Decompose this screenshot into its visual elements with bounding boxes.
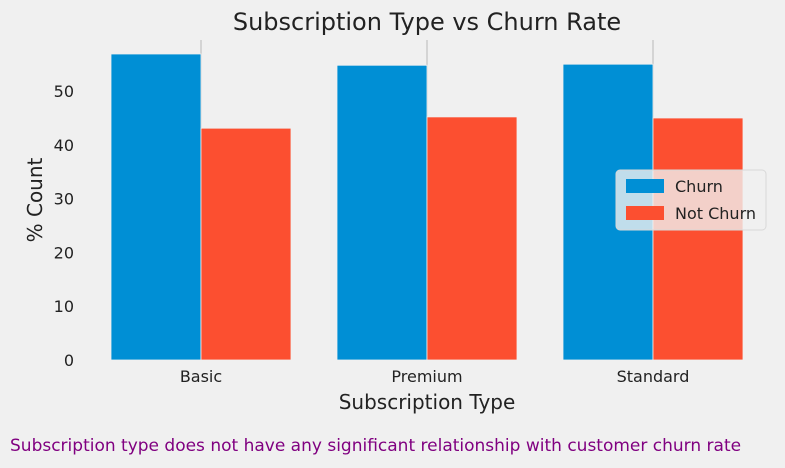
x-axis-label: Subscription Type [339,390,516,414]
legend-label-not-churn: Not Churn [675,204,756,223]
bar-not-churn-premium [426,116,518,361]
x-ticks: Basic Premium Standard [180,367,690,386]
x-tick-label-standard: Standard [617,367,690,386]
y-tick-label: 30 [54,190,74,209]
y-ticks: 0 10 20 30 40 50 [54,82,74,370]
x-tick-label-basic: Basic [180,367,222,386]
y-tick-label: 0 [64,351,74,370]
bar-not-churn-standard [652,117,744,361]
chart-title: Subscription Type vs Churn Rate [233,8,621,36]
y-tick-label: 20 [54,243,74,262]
bar-churn-basic [110,53,202,361]
y-tick-label: 50 [54,82,74,101]
legend-swatch-churn [626,179,664,193]
chart-caption: Subscription type does not have any sign… [10,436,742,456]
y-axis-label: % Count [23,157,47,242]
chart: Subscription Type vs Churn Rate 0 10 20 30 4… [23,8,767,414]
legend-swatch-not-churn [626,206,664,220]
bar-churn-premium [336,64,428,361]
legend: Churn Not Churn [615,169,767,231]
y-tick-label: 40 [54,136,74,155]
bar-not-churn-basic [200,127,292,361]
legend-label-churn: Churn [675,177,723,196]
y-tick-label: 10 [54,297,74,316]
x-tick-label-premium: Premium [391,367,462,386]
bars [110,53,744,361]
